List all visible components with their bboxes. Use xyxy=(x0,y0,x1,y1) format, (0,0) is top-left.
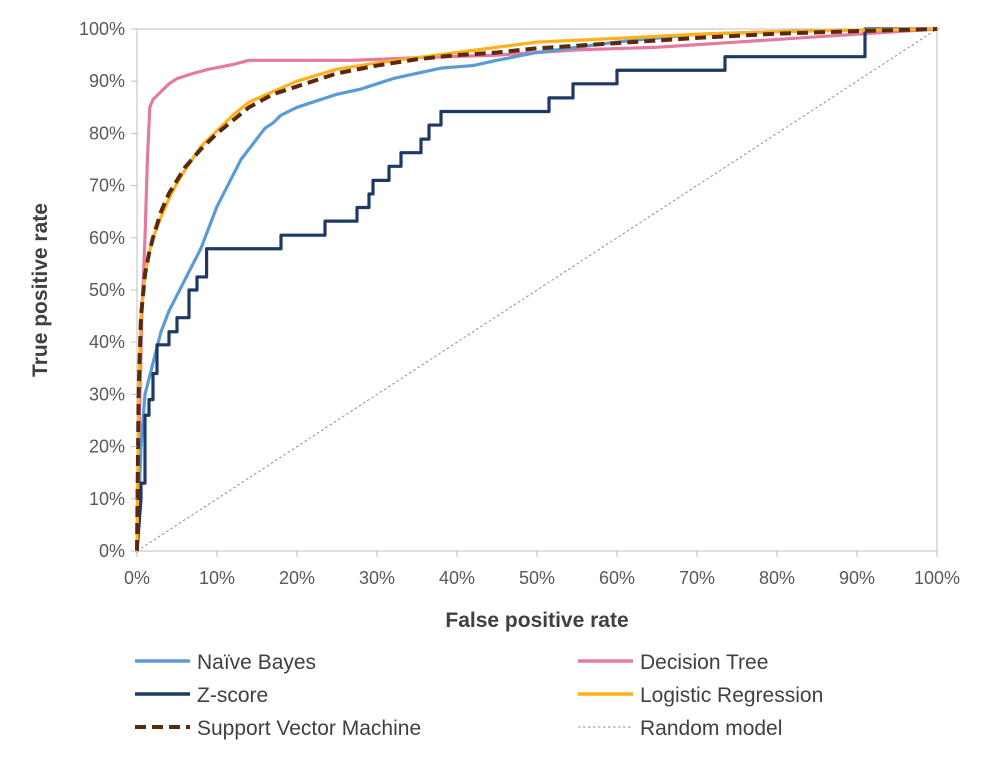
legend-label: Random model xyxy=(640,717,782,740)
legend-label: Logistic Regression xyxy=(640,684,823,707)
x-tick-label: 30% xyxy=(359,568,395,588)
x-tick-label: 0% xyxy=(124,568,150,588)
legend-label: Support Vector Machine xyxy=(197,717,421,740)
y-tick-label: 30% xyxy=(89,384,125,404)
y-tick-label: 0% xyxy=(99,541,125,561)
y-tick-label: 20% xyxy=(89,437,125,457)
legend: Naïve Bayes Decision Tree Z-score Logistic … xyxy=(135,651,823,740)
series-layer xyxy=(135,27,939,553)
y-tick-label: 40% xyxy=(89,332,125,352)
series-line-z-score xyxy=(135,27,939,553)
x-tick-label: 70% xyxy=(679,568,715,588)
x-tick-label: 90% xyxy=(839,568,875,588)
x-tick-label: 10% xyxy=(199,568,235,588)
x-tick-label: 50% xyxy=(519,568,555,588)
y-tick-label: 80% xyxy=(89,123,125,143)
legend-label: Naïve Bayes xyxy=(197,651,316,674)
series-line-logistic-regression xyxy=(135,27,939,553)
x-tick-label: 20% xyxy=(279,568,315,588)
x-tick-label: 80% xyxy=(759,568,795,588)
x-tick-label: 40% xyxy=(439,568,475,588)
y-tick-label: 70% xyxy=(89,176,125,196)
y-tick-label: 10% xyxy=(89,489,125,509)
y-tick-label: 50% xyxy=(89,280,125,300)
series-line-decision-tree xyxy=(135,27,939,553)
x-axis-ticks: 0% 10% 20% 30% 40% 50% 60% 70% 80% 90% 100% xyxy=(124,551,960,588)
series-line-na-ve-bayes xyxy=(135,27,939,553)
legend-label: Decision Tree xyxy=(640,651,768,674)
x-tick-label: 100% xyxy=(914,568,960,588)
y-tick-label: 90% xyxy=(89,71,125,91)
y-axis-ticks: 0% 10% 20% 30% 40% 50% 60% 70% 80% 90% 100% xyxy=(79,19,137,561)
y-axis-title: True positive rate xyxy=(29,203,52,377)
x-tick-label: 60% xyxy=(599,568,635,588)
x-axis-title: False positive rate xyxy=(445,609,628,632)
legend-label: Z-score xyxy=(197,684,268,707)
series-line-support-vector-machine xyxy=(135,27,938,552)
y-tick-label: 60% xyxy=(89,228,125,248)
series-line-random-model xyxy=(136,28,938,552)
y-tick-label: 100% xyxy=(79,19,125,39)
